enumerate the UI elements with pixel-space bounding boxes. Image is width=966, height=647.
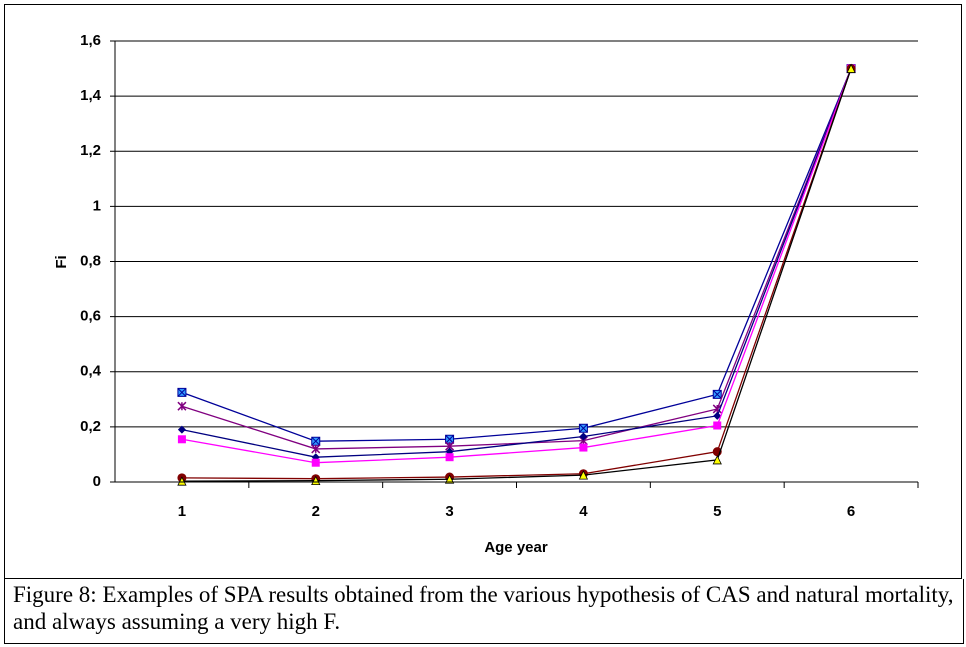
series-line (181, 68, 852, 464)
marker (579, 443, 588, 452)
series-line (181, 68, 852, 480)
x-tick-label: 3 (445, 503, 453, 520)
y-tick-label: 1 (93, 197, 101, 214)
y-tick-label: 0,8 (80, 252, 101, 269)
y-tick-label: 1,4 (80, 87, 102, 104)
marker (445, 453, 454, 462)
x-tick-label: 1 (178, 503, 186, 520)
marker (578, 423, 588, 433)
y-tick-label: 1,2 (80, 142, 101, 159)
series-line (181, 68, 852, 458)
marker (712, 404, 722, 414)
marker (311, 436, 321, 446)
marker (177, 476, 187, 486)
marker (445, 434, 455, 444)
x-tick-label: 5 (713, 503, 721, 520)
marker (444, 474, 455, 484)
chart: Age year Fi 0 0,2 0,4 0,6 0,8 1 1,2 1,4 1,6 1 2 3 4 5… (4, 4, 962, 579)
marker (177, 401, 187, 411)
y-axis-label: Fi (53, 255, 70, 268)
marker (712, 455, 722, 465)
marker (712, 389, 722, 399)
series-line (181, 68, 852, 482)
caption: Figure 8: Examples of SPA results obtain… (4, 579, 964, 644)
marker (578, 470, 589, 480)
marker (177, 435, 186, 444)
y-tick-label: 0 (93, 473, 101, 490)
y-tick-label: 0,6 (80, 308, 101, 325)
x-tick-label: 4 (579, 503, 588, 520)
series-line (181, 68, 852, 450)
x-axis-label: Age year (484, 539, 548, 556)
marker (579, 432, 588, 441)
x-tick-label: 2 (312, 503, 320, 520)
marker (311, 458, 320, 467)
marker (846, 63, 856, 73)
marker (177, 425, 186, 434)
marker (177, 387, 187, 397)
marker (713, 411, 722, 420)
y-tick-label: 1,6 (80, 32, 101, 49)
marker (311, 475, 321, 486)
y-tick-label: 0,2 (80, 418, 101, 435)
marker (713, 421, 722, 430)
y-tick-label: 0,4 (80, 363, 102, 380)
x-tick-label: 6 (847, 503, 855, 520)
series-line (181, 68, 852, 442)
chart-frame (4, 4, 962, 579)
marker (311, 444, 321, 454)
